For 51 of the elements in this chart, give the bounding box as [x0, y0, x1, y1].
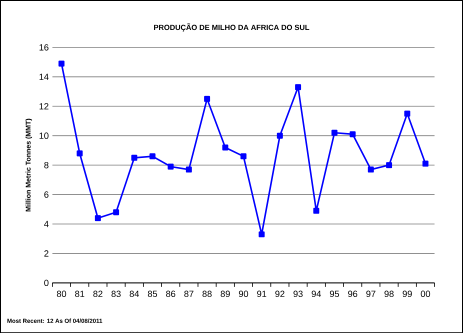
point: [276, 132, 283, 139]
x-tick-label: 93: [294, 290, 303, 297]
point: [386, 162, 392, 168]
x-tick-label: 85: [148, 290, 158, 297]
point: [313, 208, 320, 214]
x-tick-label: 96: [348, 290, 358, 297]
y-tick-label: 16: [40, 44, 48, 50]
y-tick-label: 14: [40, 74, 49, 80]
x-tick-label: 97: [366, 290, 376, 297]
x-tick-label: 81: [75, 290, 84, 297]
x-tick-label: 99: [402, 290, 412, 297]
point: [149, 153, 156, 160]
point: [186, 166, 192, 172]
x-tick-label: 94: [312, 290, 321, 297]
x-tick-label: 98: [384, 290, 394, 297]
point: [350, 131, 356, 138]
x-tick-label: 90: [238, 290, 248, 297]
y-tick-label: 12: [40, 103, 48, 110]
y-tick-label: 8: [44, 162, 48, 168]
point: [94, 215, 101, 221]
x-tick-label: 88: [202, 290, 212, 297]
x-tick-label: 00: [420, 290, 430, 297]
x-tick-label: 91: [257, 290, 266, 297]
point: [58, 60, 64, 66]
x-tick-label: 95: [330, 290, 340, 297]
point: [258, 231, 265, 238]
point: [113, 209, 120, 216]
point: [331, 130, 338, 136]
x-tick-label: 89: [220, 290, 230, 297]
x-tick-label: 87: [184, 290, 194, 297]
point: [131, 154, 138, 161]
point: [168, 163, 174, 170]
point: [404, 110, 410, 116]
point: [422, 160, 428, 167]
point: [76, 150, 83, 156]
point: [295, 84, 302, 90]
point: [204, 96, 210, 102]
y-tick-label: 2: [44, 250, 48, 256]
x-tick-label: 80: [56, 290, 66, 297]
x-tick-label: 92: [275, 290, 284, 297]
y-tick-label: 10: [40, 132, 49, 139]
point: [240, 153, 246, 160]
x-tick-label: 82: [93, 290, 102, 297]
point: [368, 166, 374, 172]
x-tick-label: 84: [130, 290, 140, 297]
point: [222, 144, 228, 150]
x-tick-label: 86: [166, 290, 176, 297]
y-tick-label: 0: [44, 280, 49, 286]
y-tick-label: 4: [44, 220, 49, 227]
x-tick-label: 83: [111, 290, 121, 297]
y-tick-label: 6: [44, 191, 48, 198]
